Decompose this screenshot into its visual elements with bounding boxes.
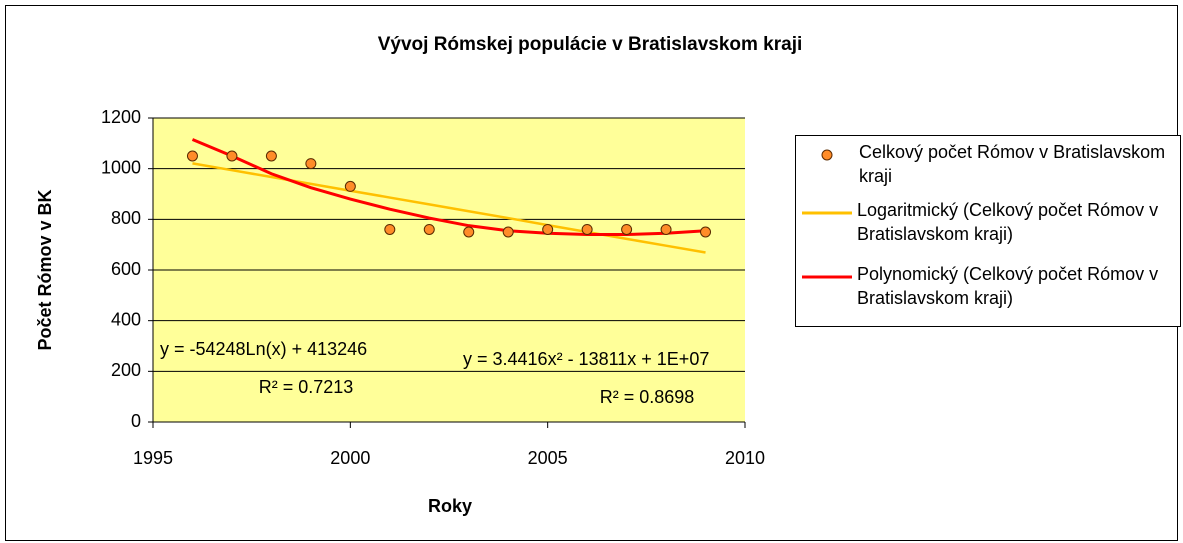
legend-entry: Celkový počet Rómov v Bratislavskom kraj… (859, 142, 1166, 186)
legend-label: Logaritmický (Celkový počet Rómov v Brat… (857, 200, 1159, 244)
data-point (502, 226, 514, 238)
legend-label: Celkový počet Rómov v Bratislavskom kraj… (859, 142, 1166, 186)
trend-equation: R² = 0.7213 (259, 377, 354, 397)
x-tick-label: 2005 (528, 448, 568, 468)
legend-label: Polynomický (Celkový počet Rómov v Brati… (857, 264, 1159, 308)
x-tick-label: 2010 (725, 448, 765, 468)
trend-equation: R² = 0.8698 (600, 387, 695, 407)
trend-line (191, 138, 706, 237)
trend-line (192, 162, 706, 254)
data-point (660, 223, 672, 235)
trend-equation: y = 3.4416x² - 13811x + 1E+07 (463, 349, 709, 369)
y-tick-label: 200 (111, 360, 141, 380)
y-tick-label: 800 (111, 208, 141, 228)
data-point (463, 226, 475, 238)
data-point (384, 223, 396, 235)
data-point (581, 223, 593, 235)
legend-entry: Logaritmický (Celkový počet Rómov v Brat… (857, 200, 1159, 244)
data-point (344, 180, 356, 192)
data-point (621, 223, 633, 235)
data-point (226, 150, 238, 162)
y-axis-label: Počet Rómov v BK (35, 189, 55, 350)
y-tick-label: 600 (111, 259, 141, 279)
y-tick-label: 1200 (101, 107, 141, 127)
data-point (542, 223, 554, 235)
data-point (423, 223, 435, 235)
y-tick-label: 1000 (101, 157, 141, 177)
data-point (700, 226, 712, 238)
data-point (305, 158, 317, 170)
y-tick-label: 400 (111, 309, 141, 329)
trend-equation: y = -54248Ln(x) + 413246 (160, 339, 367, 359)
chart-title: Vývoj Rómskej populácie v Bratislavskom … (378, 34, 803, 55)
data-point (186, 150, 198, 162)
x-tick-label: 1995 (133, 448, 173, 468)
legend-entry: Polynomický (Celkový počet Rómov v Brati… (857, 264, 1159, 308)
x-tick-label: 2000 (330, 448, 370, 468)
data-point (265, 150, 277, 162)
legend-box (795, 135, 1181, 327)
legend-marker (821, 149, 833, 161)
y-tick-label: 0 (131, 411, 141, 431)
x-axis-label: Roky (428, 496, 472, 516)
